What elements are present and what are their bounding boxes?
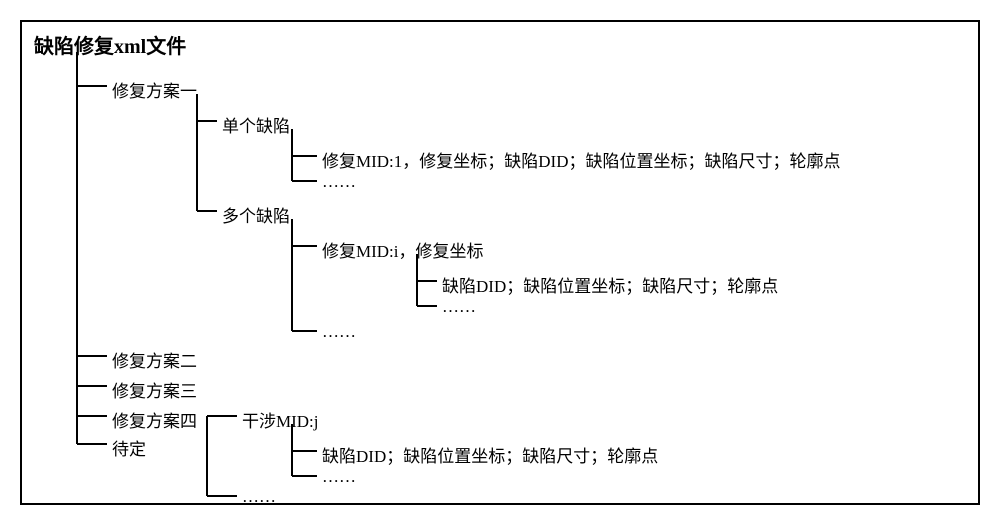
tree-node: 单个缺陷 (222, 112, 290, 137)
diagram-frame: 缺陷修复xml文件 修复方案一单个缺陷修复MID:1，修复坐标；缺陷DID；缺陷… (20, 20, 980, 505)
tree-node: 干涉MID:j (242, 407, 319, 432)
tree-node: 待定 (112, 435, 146, 460)
tree-node: …… (242, 487, 276, 507)
tree-node: 多个缺陷 (222, 202, 290, 227)
tree-node: 修复MID:i，修复坐标 (322, 237, 484, 262)
tree-node: …… (322, 322, 356, 342)
tree-node: 缺陷DID；缺陷位置坐标；缺陷尺寸；轮廓点 (442, 272, 778, 297)
tree-node: …… (442, 297, 476, 317)
tree-node: 修复方案二 (112, 347, 197, 372)
tree-node: 修复方案四 (112, 407, 197, 432)
tree-node: 修复方案三 (112, 377, 197, 402)
tree-node: …… (322, 467, 356, 487)
tree-node: 修复方案一 (112, 77, 197, 102)
tree-node: …… (322, 172, 356, 192)
tree-node: 修复MID:1，修复坐标；缺陷DID；缺陷位置坐标；缺陷尺寸；轮廓点 (322, 147, 841, 172)
tree-node: 缺陷DID；缺陷位置坐标；缺陷尺寸；轮廓点 (322, 442, 658, 467)
